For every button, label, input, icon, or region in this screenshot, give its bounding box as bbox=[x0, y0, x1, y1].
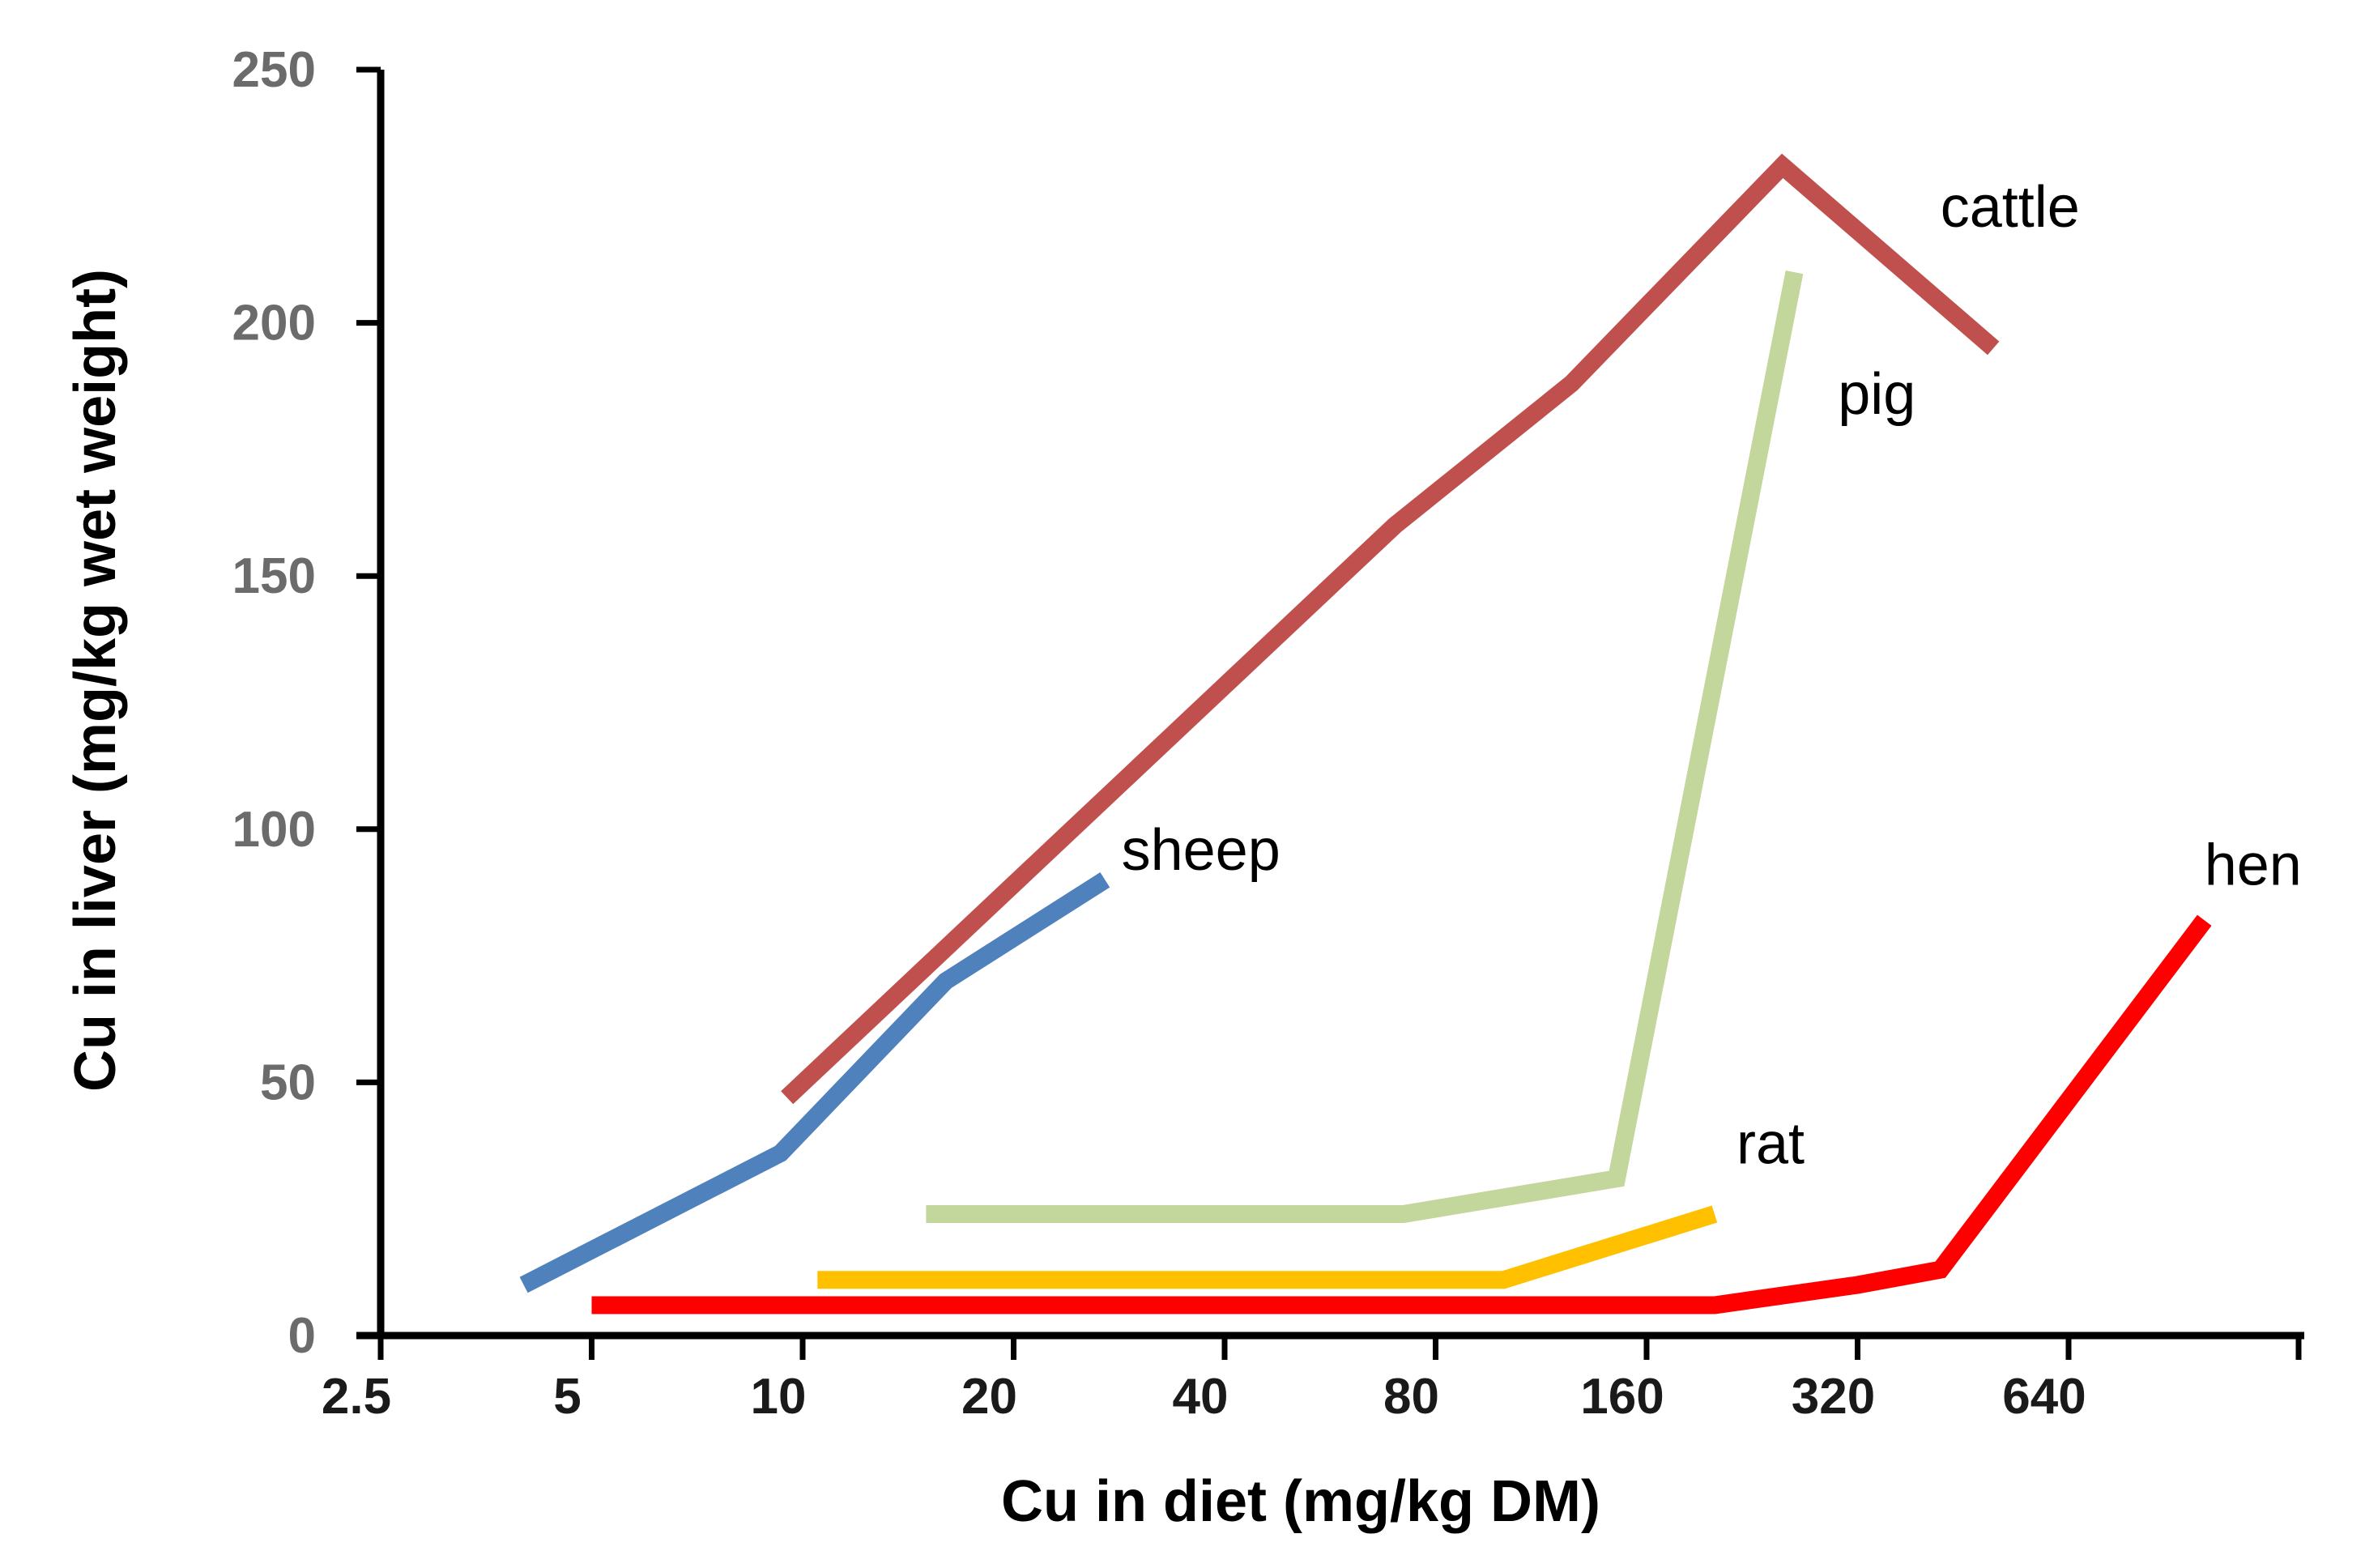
x-tick-label: 20 bbox=[961, 1369, 1017, 1425]
series-label-cattle: cattle bbox=[1941, 175, 2080, 240]
series-layer bbox=[519, 153, 2212, 1314]
series-label-pig: pig bbox=[1838, 362, 1915, 427]
x-tick-label: 80 bbox=[1383, 1369, 1439, 1425]
y-tick-label: 50 bbox=[260, 1055, 316, 1110]
x-tick-label: 2.5 bbox=[322, 1369, 391, 1425]
series-label-hen: hen bbox=[2205, 833, 2302, 898]
y-tick-label: 100 bbox=[232, 802, 316, 858]
x-axis-ticks: 2.5 5 10 20 40 80 160 320 640 bbox=[322, 1336, 2302, 1425]
x-tick-label: 40 bbox=[1173, 1369, 1229, 1425]
series-label-sheep: sheep bbox=[1122, 818, 1281, 883]
axes bbox=[356, 70, 2304, 1340]
y-axis-title: Cu in liver (mg/kg wet weight) bbox=[63, 269, 128, 1092]
y-tick-label: 250 bbox=[232, 42, 316, 98]
y-tick-label: 150 bbox=[232, 548, 316, 604]
series-line-pig bbox=[926, 270, 1804, 1223]
x-axis-title: Cu in diet (mg/kg DM) bbox=[1001, 1469, 1600, 1534]
series-label-rat: rat bbox=[1736, 1111, 1805, 1176]
x-tick-label: 320 bbox=[1792, 1369, 1875, 1425]
series-labels: cattle pig sheep rat hen bbox=[1122, 175, 2302, 1177]
y-axis-ticks: 0 50 100 150 200 250 bbox=[232, 42, 381, 1364]
series-line-cattle bbox=[781, 153, 2000, 1105]
x-tick-label: 160 bbox=[1580, 1369, 1664, 1425]
series-line-sheep bbox=[519, 872, 1110, 1293]
y-tick-label: 200 bbox=[232, 296, 316, 352]
y-tick-label: 0 bbox=[288, 1308, 316, 1364]
x-tick-label: 5 bbox=[553, 1369, 581, 1425]
x-tick-label: 640 bbox=[2002, 1369, 2086, 1425]
series-line-rat bbox=[817, 1205, 1718, 1289]
x-tick-label: 10 bbox=[751, 1369, 807, 1425]
series-line-hen bbox=[591, 914, 2212, 1314]
